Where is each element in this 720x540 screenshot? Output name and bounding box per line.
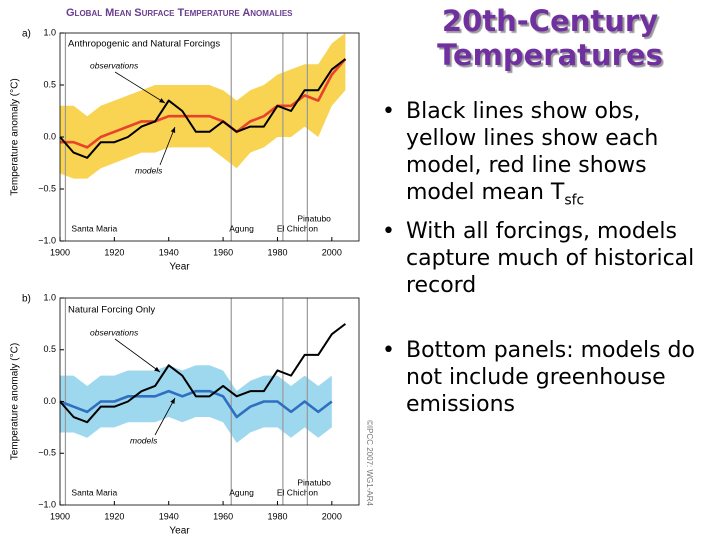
x-tick-label: 2000 [322, 511, 342, 521]
annotation-arrow [159, 126, 176, 166]
x-tick-label: 1940 [159, 247, 179, 257]
arrow-head [170, 127, 176, 133]
y-tick-label: −1.0 [38, 235, 56, 245]
bullet-text: With all forcings, models capture much o… [406, 219, 695, 299]
arrow-head [154, 366, 160, 372]
eruption-label: Pinatubo [297, 213, 331, 223]
y-tick-label: 0.5 [43, 344, 56, 354]
eruption-label: Santa Maria [71, 223, 117, 233]
y-axis-label: Temperature anomaly (°C) [10, 343, 21, 460]
x-tick-label: 1920 [104, 511, 124, 521]
credit: ©IPCC 2007: WG1-AR4 [365, 420, 374, 506]
series-annotation: models [130, 435, 158, 445]
bullet: Black lines show obs, yellow lines show … [378, 98, 700, 214]
x-tick-label: 1960 [213, 247, 233, 257]
subtitle: Natural Forcing Only [68, 305, 155, 316]
x-tick-label: 1980 [267, 247, 287, 257]
bullet-text: Black lines show obs, yellow lines show … [406, 99, 659, 205]
panel-label: a) [22, 29, 31, 40]
subscript: sfc [564, 192, 585, 209]
model-mean-line [59, 389, 333, 419]
bullet: With all forcings, models capture much o… [378, 218, 700, 299]
y-tick-label: 1.0 [43, 292, 56, 302]
slide-title: 20th-Century Temperatures [437, 4, 663, 72]
annotation-arrow [154, 397, 176, 436]
eruption-label: Pinatubo [297, 477, 331, 487]
y-tick-label: 1.0 [43, 27, 56, 37]
series-annotation: models [135, 165, 163, 175]
annotation-arrow [114, 71, 166, 104]
eruption-label: Santa Maria [71, 487, 117, 497]
eruption-label: Agung [229, 487, 254, 497]
y-axis-label: Temperature anomaly (°C) [10, 78, 21, 195]
chart-title: Global Mean Surface Temperature Anomalie… [66, 7, 293, 19]
chart-panel: Global Mean Surface Temperature Anomalie… [10, 7, 360, 273]
y-tick-label: 0.5 [43, 79, 56, 89]
x-axis-label: Year [169, 262, 190, 273]
model-spread [60, 365, 332, 443]
bullet: Bottom panels: models do not include gre… [378, 337, 700, 418]
eruption-label: El Chichon [277, 487, 318, 497]
x-tick-label: 1960 [213, 511, 233, 521]
y-tick-label: 0.0 [43, 396, 56, 406]
y-tick-label: −1.0 [38, 499, 56, 509]
y-tick-label: −0.5 [38, 183, 56, 193]
series-annotation: observations [90, 327, 139, 337]
panel-label: b) [22, 294, 31, 305]
x-tick-label: 1920 [104, 247, 124, 257]
model-spread [60, 33, 346, 179]
x-tick-label: 2000 [322, 247, 342, 257]
y-tick-label: 0.0 [43, 131, 56, 141]
arrow-head [159, 98, 165, 103]
x-tick-label: 1900 [50, 511, 70, 521]
eruption-label: Agung [229, 223, 254, 233]
annotation-arrow [114, 338, 161, 373]
y-tick-label: −0.5 [38, 448, 56, 458]
eruption-label: El Chichon [277, 223, 318, 233]
x-tick-label: 1900 [50, 247, 70, 257]
x-tick-label: 1980 [267, 511, 287, 521]
chart-panel: b) Temperature anomaly (°C) Year Santa Mari… [10, 292, 360, 537]
observations-line [59, 323, 347, 424]
observations-line [59, 58, 347, 159]
x-axis-label: Year [169, 526, 190, 537]
bullet-text: Bottom panels: models do not include gre… [406, 338, 695, 418]
x-tick-label: 1940 [159, 511, 179, 521]
subtitle: Anthropogenic and Natural Forcings [68, 39, 220, 50]
bullet-list: Black lines show obs, yellow lines show … [378, 98, 700, 422]
series-annotation: observations [90, 60, 139, 70]
arrow-head [170, 398, 175, 404]
